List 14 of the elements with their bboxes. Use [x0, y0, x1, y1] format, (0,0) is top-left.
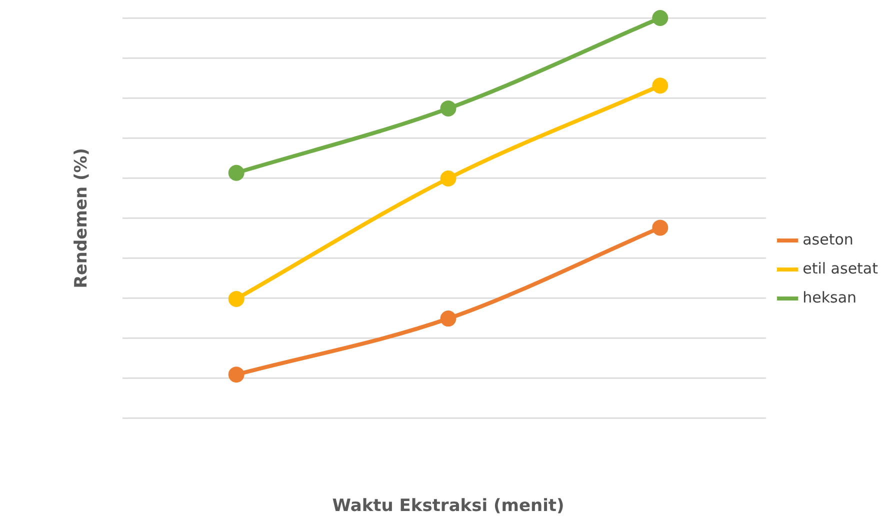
point [652, 78, 668, 94]
legend-label: aseton [802, 230, 854, 248]
point [440, 310, 456, 327]
legend-label: heksan [802, 288, 857, 306]
point [228, 164, 244, 181]
point [228, 290, 244, 307]
point [652, 10, 668, 26]
legend-label: etil asetat [802, 259, 878, 278]
point [228, 366, 244, 383]
point [440, 100, 456, 116]
point [652, 220, 668, 236]
y-axis-title: Rendemen (%) [72, 148, 92, 288]
x-axis-title: Waktu Ekstraksi (menit) [332, 496, 564, 516]
point [440, 170, 456, 186]
